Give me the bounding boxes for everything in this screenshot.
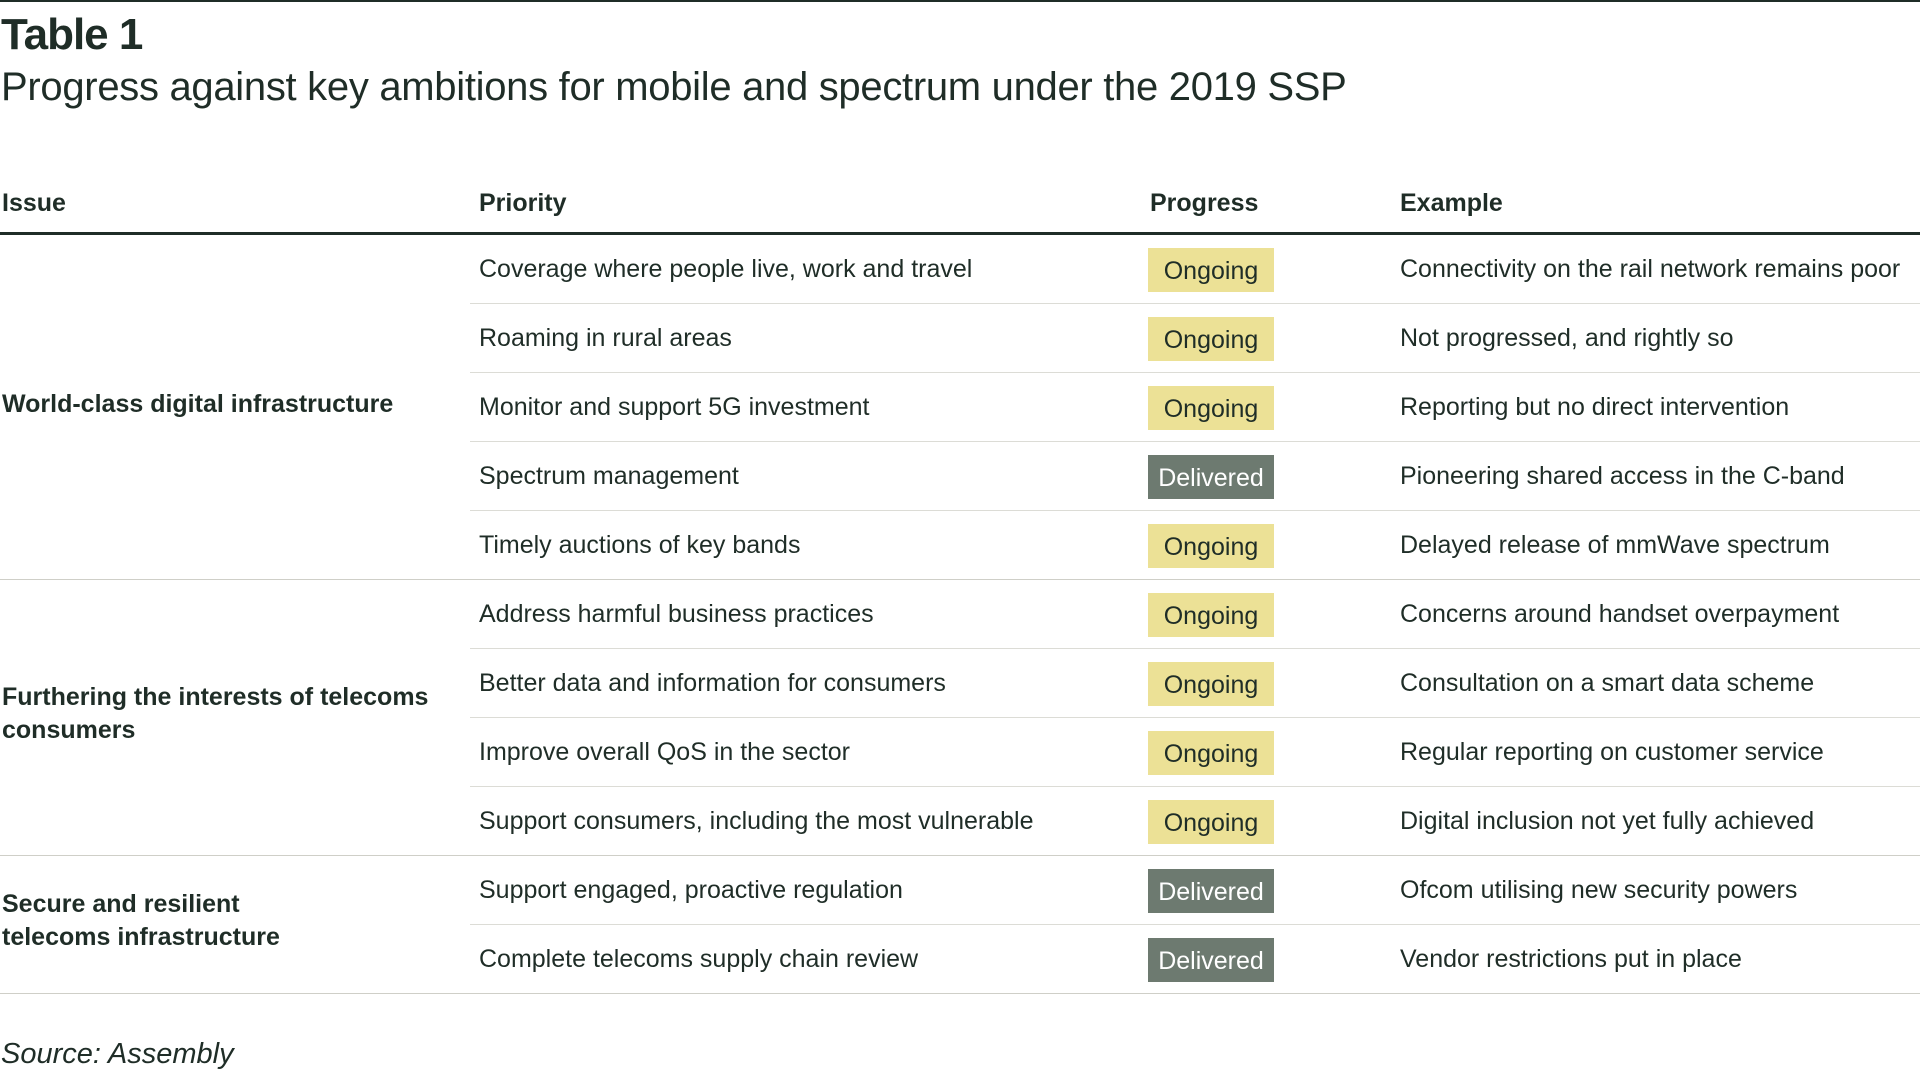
progress-cell: Ongoing (1148, 731, 1274, 775)
priority-cell: Timely auctions of key bands (479, 531, 801, 559)
priority-cell: Support engaged, proactive regulation (479, 876, 903, 904)
row-divider (470, 510, 1920, 511)
progress-cell: Ongoing (1148, 524, 1274, 568)
issue-label-line: World-class digital infrastructure (2, 390, 394, 418)
progress-cell: Ongoing (1148, 662, 1274, 706)
status-badge: Ongoing (1148, 662, 1274, 706)
table-row: Spectrum management Delivered Pioneering… (0, 442, 1920, 511)
table-row: Timely auctions of key bands Ongoing Del… (0, 511, 1920, 580)
header-rule (0, 232, 1920, 235)
table-row: Coverage where people live, work and tra… (0, 235, 1920, 304)
status-badge: Ongoing (1148, 593, 1274, 637)
status-badge: Delivered (1148, 938, 1274, 982)
status-badge: Ongoing (1148, 524, 1274, 568)
example-cell: Vendor restrictions put in place (1400, 945, 1742, 973)
row-divider (470, 441, 1920, 442)
column-header-priority: Priority (479, 189, 567, 217)
issue-group-label: Furthering the interests of telecoms con… (2, 681, 442, 747)
progress-cell: Ongoing (1148, 248, 1274, 292)
group-divider (0, 854, 1920, 856)
table-row: Support engaged, proactive regulation De… (0, 856, 1920, 925)
status-badge: Ongoing (1148, 386, 1274, 430)
table-label: Table 1 (1, 10, 143, 59)
status-badge: Ongoing (1148, 731, 1274, 775)
status-badge: Delivered (1148, 455, 1274, 499)
progress-cell: Ongoing (1148, 593, 1274, 637)
status-badge: Ongoing (1148, 800, 1274, 844)
table-row: Monitor and support 5G investment Ongoin… (0, 373, 1920, 442)
progress-cell: Ongoing (1148, 317, 1274, 361)
issue-label-line: Furthering the interests of telecoms (2, 683, 429, 711)
priority-cell: Monitor and support 5G investment (479, 393, 870, 421)
row-divider (470, 372, 1920, 373)
source-note: Source: Assembly (1, 1038, 234, 1070)
progress-cell: Delivered (1148, 938, 1274, 982)
row-divider (470, 648, 1920, 649)
example-cell: Digital inclusion not yet fully achieved (1400, 807, 1815, 835)
status-badge: Ongoing (1148, 317, 1274, 361)
group-divider (0, 992, 1920, 994)
issue-label-line: consumers (2, 716, 136, 744)
example-cell: Consultation on a smart data scheme (1400, 669, 1815, 697)
table-row: Roaming in rural areas Ongoing Not progr… (0, 304, 1920, 373)
table-header-row: Issue Priority Progress Example (0, 183, 1920, 233)
table-title: Progress against key ambitions for mobil… (1, 65, 1347, 109)
example-cell: Ofcom utilising new security powers (1400, 876, 1798, 904)
status-badge: Ongoing (1148, 248, 1274, 292)
row-divider (470, 924, 1920, 925)
issue-group-label: Secure and resilient telecoms infrastruc… (2, 888, 442, 954)
example-cell: Pioneering shared access in the C-band (1400, 462, 1845, 490)
example-cell: Regular reporting on customer service (1400, 738, 1824, 766)
status-badge: Delivered (1148, 869, 1274, 913)
table-row: Better data and information for consumer… (0, 649, 1920, 718)
priority-cell: Support consumers, including the most vu… (479, 807, 1034, 835)
column-header-example: Example (1400, 189, 1503, 217)
table-row: Address harmful business practices Ongoi… (0, 580, 1920, 649)
issue-group-label: World-class digital infrastructure (2, 388, 442, 421)
progress-cell: Ongoing (1148, 800, 1274, 844)
table-row: Improve overall QoS in the sector Ongoin… (0, 718, 1920, 787)
example-cell: Delayed release of mmWave spectrum (1400, 531, 1830, 559)
progress-cell: Ongoing (1148, 386, 1274, 430)
row-divider (470, 717, 1920, 718)
priority-cell: Spectrum management (479, 462, 739, 490)
priority-cell: Complete telecoms supply chain review (479, 945, 919, 973)
issue-label-line: Secure and resilient (2, 890, 240, 918)
example-cell: Concerns around handset overpayment (1400, 600, 1840, 628)
table-row: Complete telecoms supply chain review De… (0, 925, 1920, 994)
progress-cell: Delivered (1148, 455, 1274, 499)
example-cell: Reporting but no direct intervention (1400, 393, 1790, 421)
priority-cell: Improve overall QoS in the sector (479, 738, 850, 766)
group-divider (0, 578, 1920, 580)
column-header-progress: Progress (1150, 189, 1259, 217)
column-header-issue: Issue (2, 189, 66, 217)
priority-cell: Coverage where people live, work and tra… (479, 255, 973, 283)
table-row: Support consumers, including the most vu… (0, 787, 1920, 856)
issue-label-line: telecoms infrastructure (2, 923, 280, 951)
progress-cell: Delivered (1148, 869, 1274, 913)
priority-cell: Better data and information for consumer… (479, 669, 946, 697)
example-cell: Not progressed, and rightly so (1400, 324, 1734, 352)
top-rule (0, 0, 1920, 2)
priority-cell: Address harmful business practices (479, 600, 874, 628)
example-cell: Connectivity on the rail network remains… (1400, 255, 1901, 283)
row-divider (470, 303, 1920, 304)
row-divider (470, 786, 1920, 787)
priority-cell: Roaming in rural areas (479, 324, 732, 352)
